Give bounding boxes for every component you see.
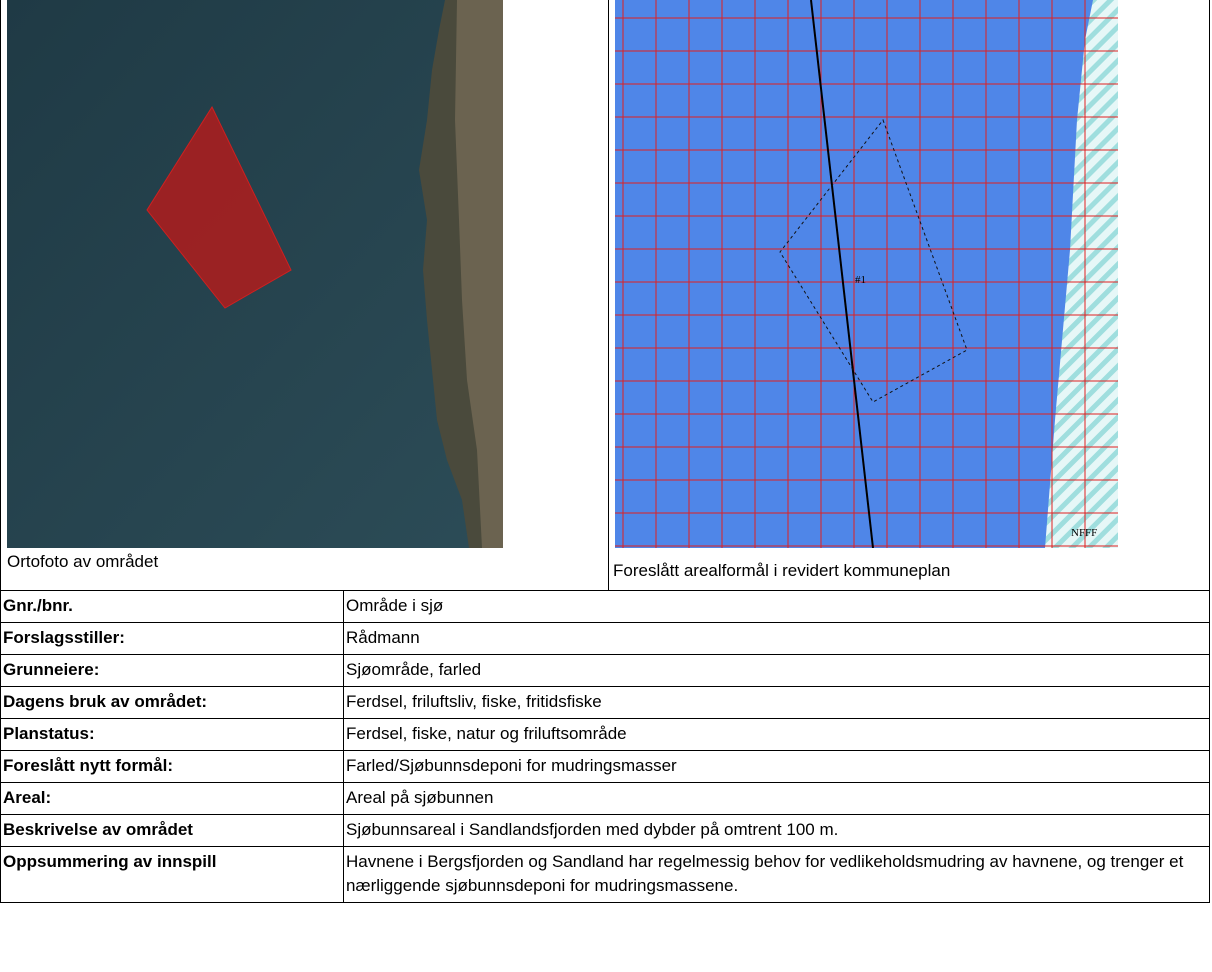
table-row: Foreslått nytt formål: Farled/Sjøbunnsdep…	[0, 750, 1210, 783]
divider	[608, 0, 609, 591]
info-table: Gnr./bnr. Område i sjø Forslagsstiller: Råd…	[0, 590, 1210, 903]
row-label: Oppsummering av innspill	[0, 846, 344, 903]
table-row: Grunneiere: Sjøområde, farled	[0, 654, 1210, 687]
map-label: #1	[855, 274, 866, 286]
row-value: Sjøområde, farled	[343, 654, 1210, 687]
row-label: Beskrivelse av området	[0, 814, 344, 847]
table-row: Gnr./bnr. Område i sjø	[0, 590, 1210, 623]
row-label: Grunneiere:	[0, 654, 344, 687]
row-label: Gnr./bnr.	[0, 590, 344, 623]
row-label: Forslagsstiller:	[0, 622, 344, 655]
table-row: Beskrivelse av området Sjøbunnsareal i Sa…	[0, 814, 1210, 847]
row-value: Farled/Sjøbunnsdeponi for mudringsmasser	[343, 750, 1210, 783]
row-label: Planstatus:	[0, 718, 344, 751]
row-label: Areal:	[0, 782, 344, 815]
table-row: Planstatus: Ferdsel, fiske, natur og fril…	[0, 718, 1210, 751]
row-value: Ferdsel, friluftsliv, fiske, fritidsfisk…	[343, 686, 1210, 719]
row-value: Havnene i Bergsfjorden og Sandland har r…	[343, 846, 1210, 903]
aerial-photo	[7, 0, 503, 548]
image-row: Ortofoto av området #1 NFFF Foreslått ar…	[0, 0, 1210, 591]
row-value: Rådmann	[343, 622, 1210, 655]
row-label: Dagens bruk av området:	[0, 686, 344, 719]
row-label: Foreslått nytt formål:	[0, 750, 344, 783]
table-row: Dagens bruk av området: Ferdsel, frilufts…	[0, 686, 1210, 719]
table-row: Oppsummering av innspill Havnene i Bergsf…	[0, 846, 1210, 903]
caption: Foreslått arealformål i revidert kommune…	[613, 561, 951, 580]
row-value: Område i sjø	[343, 590, 1210, 623]
plan-map: #1 NFFF	[615, 0, 1118, 548]
row-value: Areal på sjøbunnen	[343, 782, 1210, 815]
caption: Ortofoto av området	[7, 552, 159, 571]
row-value: Sjøbunnsareal i Sandlandsfjorden med dyb…	[343, 814, 1210, 847]
table-row: Areal: Areal på sjøbunnen	[0, 782, 1210, 815]
row-value: Ferdsel, fiske, natur og friluftsområde	[343, 718, 1210, 751]
table-row: Forslagsstiller: Rådmann	[0, 622, 1210, 655]
map-label: NFFF	[1071, 527, 1097, 539]
